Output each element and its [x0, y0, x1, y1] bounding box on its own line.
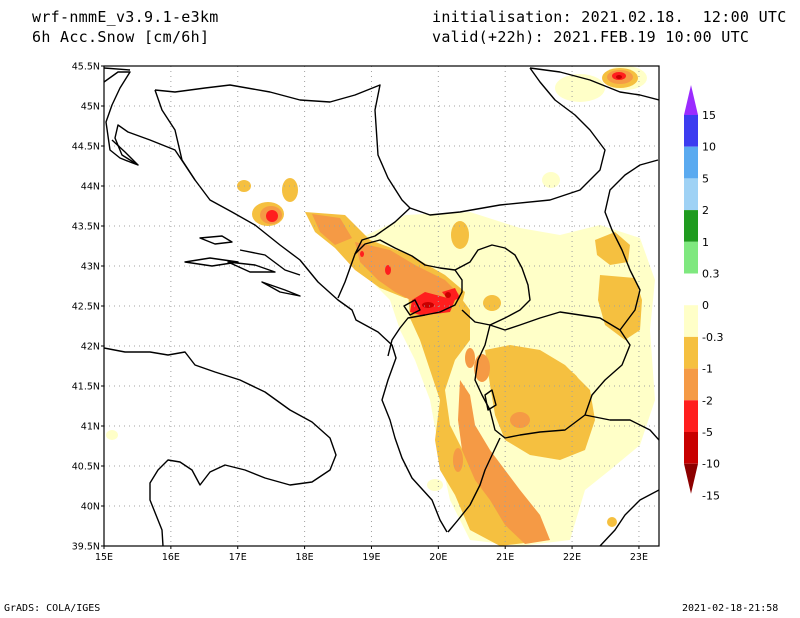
legend-swatch [684, 241, 698, 274]
timestamp-text: 2021-02-18-21:58 [682, 603, 779, 614]
legend-label: 5 [702, 172, 709, 185]
island-mljet [261, 281, 301, 297]
latitude-label: 41N [81, 422, 100, 433]
legend-swatch [684, 400, 698, 432]
latitude-label: 42N [81, 342, 100, 353]
legend-label: 0 [702, 299, 709, 312]
legend-label: 15 [702, 109, 716, 122]
latitude-label: 43.5N [72, 222, 100, 233]
legend-label: 1 [702, 236, 709, 249]
legend-swatch [684, 146, 698, 179]
latitude-label: 44.5N [72, 142, 100, 153]
border-romania [529, 67, 659, 101]
border-croatia-bosnia-inner [154, 89, 196, 181]
legend-swatch [684, 273, 698, 306]
border-greece-bulgaria [584, 414, 659, 441]
legend-label: -2 [702, 394, 713, 407]
border-north-macedonia [474, 311, 631, 439]
latitude-label: 43N [81, 262, 100, 273]
latitude-label: 45N [81, 102, 100, 113]
legend-label: 0.3 [702, 268, 720, 281]
lake-ohrid [484, 389, 497, 411]
legend-swatch [684, 305, 698, 337]
border-albania-greece [447, 437, 501, 533]
legend-label: -1 [702, 363, 713, 376]
latitude-label: 39.5N [72, 542, 100, 553]
legend-label: -0.3 [702, 331, 723, 344]
border-north [104, 67, 131, 71]
coastline-east-adriatic [104, 71, 448, 533]
legend-label: -5 [702, 426, 713, 439]
island-krk [111, 139, 139, 166]
longitude-label: 23E [630, 552, 648, 563]
field-title: 6h Acc.Snow [cm/6h] [32, 28, 210, 46]
legend-arrow-bottom [684, 463, 698, 494]
border-serbia [409, 67, 606, 216]
lake-scutari [403, 299, 421, 316]
longitude-label: 22E [563, 552, 581, 563]
latitude-label: 42.5N [72, 302, 100, 313]
longitude-label: 18E [296, 552, 314, 563]
border-kosovo [454, 244, 531, 326]
init-time: initialisation: 2021.02.18. 12:00 UTC [432, 8, 787, 26]
latitude-label: 44N [81, 182, 100, 193]
longitude-label: 20E [429, 552, 447, 563]
grid-lines [104, 66, 659, 546]
longitude-label: 16E [162, 552, 180, 563]
border-bulgaria [604, 159, 659, 331]
longitude-label: 19E [362, 552, 380, 563]
legend-label: 2 [702, 204, 709, 217]
legend-label: -10 [702, 458, 720, 471]
coastline-italy [104, 347, 337, 546]
legend-swatch [684, 210, 698, 242]
border-bosnia [154, 84, 411, 299]
boundaries [104, 67, 659, 546]
legend-arrow-top [684, 85, 698, 115]
border-montenegro [354, 239, 463, 357]
longitude-label: 15E [95, 552, 113, 563]
model-title: wrf-nmmE_v3.9.1-e3km [32, 8, 219, 26]
latitude-label: 40.5N [72, 462, 100, 473]
legend-swatch [684, 178, 698, 211]
latitude-labels: 45.5N 45N 44.5N 44N 43.5N 43N 42.5N 42N 41.5N 41N… [72, 62, 104, 553]
coastline-greece [599, 489, 659, 546]
latitude-label: 40N [81, 502, 100, 513]
longitude-labels: 15E 16E 17E 18E 19E 20E 21E 22E 23E [95, 546, 648, 563]
island-brac [199, 235, 233, 245]
peninsula-peljesac [239, 249, 301, 276]
snow-field [106, 66, 655, 546]
snow-field-light [106, 66, 655, 546]
color-legend: 15 10 5 2 1 0.3 0 -0.3 -1 -2 -5 -10 -15 [684, 85, 723, 502]
latitude-label: 41.5N [72, 382, 100, 393]
legend-label: -15 [702, 489, 720, 502]
latitude-label: 45.5N [72, 62, 100, 73]
credit-text: GrADS: COLA/IGES [4, 603, 101, 614]
legend-swatch [684, 336, 698, 369]
legend-swatch [684, 432, 698, 464]
island-hvar [184, 257, 239, 267]
island-korcula [227, 261, 276, 273]
legend-label: 10 [702, 141, 716, 154]
legend-swatch [684, 368, 698, 401]
longitude-label: 17E [229, 552, 247, 563]
valid-time: valid(+22h): 2021.FEB.19 10:00 UTC [432, 28, 750, 46]
legend-swatch [684, 115, 698, 147]
longitude-label: 21E [496, 552, 514, 563]
